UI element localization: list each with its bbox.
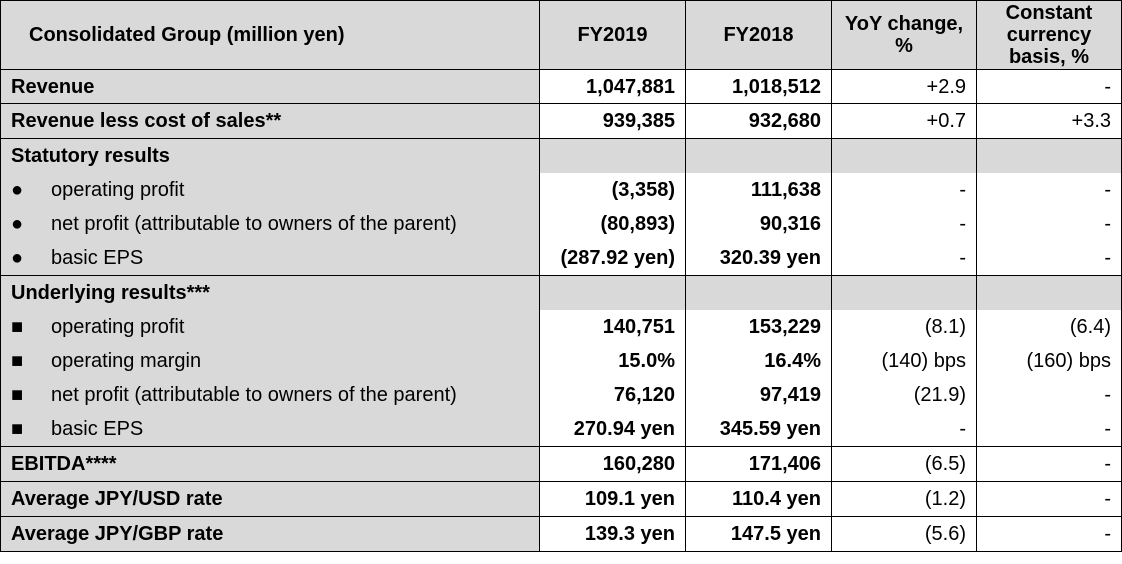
cell-fy2018: 97,419 (685, 378, 832, 412)
cell-fy2018: 16.4% (685, 344, 832, 378)
cell-fy2019: (3,358) (539, 173, 686, 207)
bullet-icon: ● (11, 247, 24, 269)
cell-cc: +3.3 (976, 103, 1122, 139)
cell-fy2018: 171,406 (685, 446, 832, 482)
table-row-statutory-net-profit: ● net profit (attributable to owners of t… (0, 207, 1122, 241)
table-row-statutory-basic-eps: ● basic EPS (287.92 yen) 320.39 yen - - (0, 241, 1122, 276)
table-row-jpy-gbp: Average JPY/GBP rate 139.3 yen 147.5 yen… (0, 516, 1122, 552)
header-constant-currency: Constant currency basis, % (976, 0, 1122, 70)
cell-fy2018: 345.59 yen (685, 412, 832, 447)
cell-fy2019: (80,893) (539, 207, 686, 241)
cell-fy2019: 939,385 (539, 103, 686, 139)
table-row-jpy-usd: Average JPY/USD rate 109.1 yen 110.4 yen… (0, 481, 1122, 517)
section-underlying-results: Underlying results*** (0, 275, 1122, 310)
table-row-revenue: Revenue 1,047,881 1,018,512 +2.9 - (0, 69, 1122, 104)
header-yoy: YoY change, % (831, 0, 977, 70)
cell-fy2019: 1,047,881 (539, 69, 686, 104)
cell-yoy: (6.5) (831, 446, 977, 482)
cell-fy2018: 932,680 (685, 103, 832, 139)
section-label: Statutory results (0, 138, 540, 173)
cell-fy2018: 111,638 (685, 173, 832, 207)
row-label: EBITDA**** (0, 446, 540, 482)
table-row-underlying-basic-eps: ■ basic EPS 270.94 yen 345.59 yen - - (0, 412, 1122, 447)
cell-cc: - (976, 173, 1122, 207)
cell-cc: - (976, 69, 1122, 104)
cell-cc: - (976, 378, 1122, 412)
bullet-icon: ■ (11, 316, 24, 338)
cell-fy2019: 109.1 yen (539, 481, 686, 517)
cell-fy2019: 76,120 (539, 378, 686, 412)
table-row-underlying-net-profit: ■ net profit (attributable to owners of t… (0, 378, 1122, 412)
cell-cc: (6.4) (976, 310, 1122, 344)
bullet-icon: ■ (11, 350, 24, 372)
financial-results-table: Consolidated Group (million yen) FY2019 … (0, 0, 1122, 552)
row-label: Revenue (0, 69, 540, 104)
cell-yoy: +2.9 (831, 69, 977, 104)
cell-cc: - (976, 481, 1122, 517)
cell-cc: (160) bps (976, 344, 1122, 378)
row-label: ● operating profit (0, 173, 540, 207)
cell-yoy: (140) bps (831, 344, 977, 378)
cell-fy2019: 160,280 (539, 446, 686, 482)
cell-cc: - (976, 446, 1122, 482)
header-label: Consolidated Group (million yen) (0, 0, 540, 70)
row-label: Average JPY/USD rate (0, 481, 540, 517)
bullet-icon: ● (11, 213, 24, 235)
header-fy2018: FY2018 (685, 0, 832, 70)
cell-fy2018: 1,018,512 (685, 69, 832, 104)
section-statutory-results: Statutory results (0, 138, 1122, 173)
table-row-underlying-operating-profit: ■ operating profit 140,751 153,229 (8.1) … (0, 310, 1122, 344)
table-row-ebitda: EBITDA**** 160,280 171,406 (6.5) - (0, 446, 1122, 482)
row-label: ● basic EPS (0, 241, 540, 276)
cell-cc: - (976, 516, 1122, 552)
row-label: ■ net profit (attributable to owners of t… (0, 378, 540, 412)
cell-fy2019: 140,751 (539, 310, 686, 344)
cell-fy2019: 139.3 yen (539, 516, 686, 552)
cell-fy2018: 320.39 yen (685, 241, 832, 276)
bullet-icon: ● (11, 179, 24, 201)
bullet-icon: ■ (11, 384, 24, 406)
bullet-icon: ■ (11, 418, 24, 440)
row-label: ■ operating profit (0, 310, 540, 344)
cell-fy2018: 147.5 yen (685, 516, 832, 552)
cell-yoy: - (831, 173, 977, 207)
row-label: Revenue less cost of sales** (0, 103, 540, 139)
cell-fy2019: 270.94 yen (539, 412, 686, 447)
cell-cc: - (976, 241, 1122, 276)
cell-cc: - (976, 207, 1122, 241)
header-row: Consolidated Group (million yen) FY2019 … (0, 0, 1122, 70)
table-row-statutory-operating-profit: ● operating profit (3,358) 111,638 - - (0, 173, 1122, 207)
cell-fy2018: 153,229 (685, 310, 832, 344)
cell-fy2019: (287.92 yen) (539, 241, 686, 276)
row-label: ● net profit (attributable to owners of t… (0, 207, 540, 241)
section-label: Underlying results*** (0, 275, 540, 310)
cell-cc: - (976, 412, 1122, 447)
cell-yoy: +0.7 (831, 103, 977, 139)
cell-fy2018: 90,316 (685, 207, 832, 241)
cell-fy2019: 15.0% (539, 344, 686, 378)
cell-fy2018: 110.4 yen (685, 481, 832, 517)
cell-yoy: - (831, 241, 977, 276)
cell-yoy: (21.9) (831, 378, 977, 412)
table-row-revenue-less-cost: Revenue less cost of sales** 939,385 932… (0, 103, 1122, 139)
cell-yoy: (8.1) (831, 310, 977, 344)
header-fy2019: FY2019 (539, 0, 686, 70)
cell-yoy: (1.2) (831, 481, 977, 517)
cell-yoy: (5.6) (831, 516, 977, 552)
cell-yoy: - (831, 207, 977, 241)
table-row-underlying-operating-margin: ■ operating margin 15.0% 16.4% (140) bps … (0, 344, 1122, 378)
cell-yoy: - (831, 412, 977, 447)
row-label: Average JPY/GBP rate (0, 516, 540, 552)
row-label: ■ operating margin (0, 344, 540, 378)
row-label: ■ basic EPS (0, 412, 540, 447)
